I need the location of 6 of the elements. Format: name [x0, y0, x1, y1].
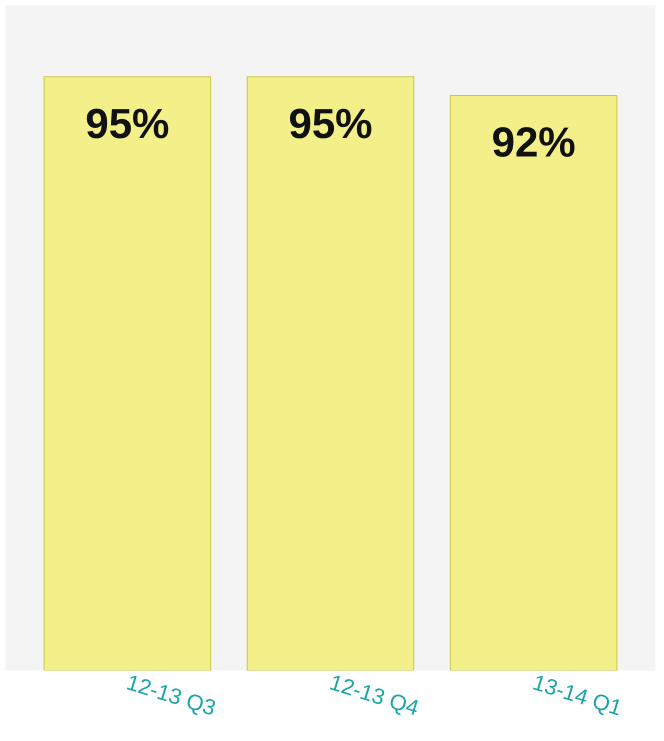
x-tick-label: 12-13 Q4 [326, 670, 422, 721]
data-label: 95% [288, 100, 373, 147]
x-tick-label: 12-13 Q3 [124, 670, 219, 721]
x-tick-label: 13-14 Q1 [530, 670, 625, 721]
data-label: 95% [85, 100, 170, 147]
data-label: 92% [492, 118, 576, 166]
